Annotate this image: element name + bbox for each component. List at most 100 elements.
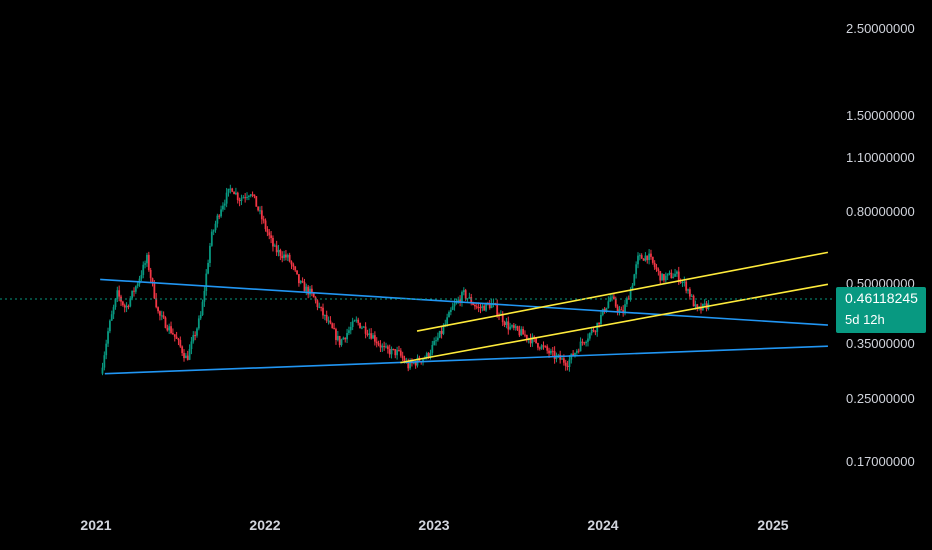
x-tick-label: 2024 [587, 517, 618, 533]
candle-up [227, 188, 230, 197]
candle-down [498, 312, 500, 321]
candle-down [566, 360, 569, 371]
candle-down [657, 267, 660, 276]
candle-up [635, 261, 638, 279]
x-tick-label: 2021 [80, 517, 111, 533]
candle-up [600, 311, 602, 328]
candle-down [266, 226, 269, 237]
candle-down [307, 284, 310, 299]
last-price-value: 0.46118245 [845, 290, 918, 306]
candle-down [383, 341, 386, 351]
candle-up [429, 349, 432, 360]
candle-up [216, 213, 219, 228]
bar-countdown: 5d 12h [845, 312, 885, 327]
candle-down [496, 299, 499, 318]
candle-up [168, 323, 171, 334]
candle-down [314, 296, 317, 304]
candle-up [214, 220, 217, 233]
candle-down [386, 344, 389, 354]
candle-down [692, 294, 695, 307]
candle-up [196, 327, 198, 338]
candle-down [477, 302, 480, 313]
candle-down [373, 331, 376, 346]
candle-down [329, 316, 332, 325]
candlestick-series [101, 184, 710, 376]
candle-down [377, 340, 380, 347]
trendlines[interactable] [100, 251, 829, 375]
candle-up [108, 319, 111, 334]
candle-up [246, 192, 248, 201]
candle-up [351, 317, 354, 331]
candle-down [292, 262, 295, 271]
candle-down [177, 337, 180, 346]
candle-down [231, 187, 234, 193]
trendline-yellow[interactable] [416, 251, 829, 332]
candle-up [114, 298, 117, 310]
candle-down [525, 334, 528, 343]
candle-up [190, 336, 193, 355]
candle-down [616, 304, 619, 316]
candle-up [638, 253, 641, 261]
candle-up [590, 328, 593, 336]
candle-up [466, 298, 469, 302]
candle-up [362, 325, 365, 328]
candle-up [220, 205, 222, 218]
candle-up [116, 286, 119, 303]
candle-up [435, 336, 437, 346]
candle-down [316, 299, 319, 311]
last-price-badge: 0.46118245 5d 12h [836, 287, 926, 333]
candle-down [288, 252, 291, 263]
candle-down [640, 253, 643, 259]
y-axis[interactable]: 2.50000000 1.50000000 1.10000000 0.80000… [846, 21, 915, 469]
candle-down [501, 311, 504, 327]
candle-down [275, 240, 278, 256]
candle-up [676, 270, 678, 277]
trendline-yellow[interactable] [400, 283, 829, 364]
candle-down [594, 330, 597, 336]
candle-up [229, 184, 232, 194]
candle-up [605, 307, 608, 313]
candle-up [514, 323, 517, 331]
candle-down [290, 260, 293, 270]
candle-down [551, 346, 554, 357]
candle-down [583, 341, 586, 346]
candle-down [301, 277, 304, 284]
trendline-blue[interactable] [104, 345, 828, 375]
candle-up [144, 260, 147, 269]
candle-down [399, 348, 402, 358]
candle-down [270, 230, 273, 244]
candle-down [359, 322, 361, 329]
candle-down [653, 260, 656, 270]
candle-down [260, 205, 263, 225]
candle-up [431, 340, 434, 356]
candle-down [262, 215, 265, 224]
candle-up [110, 310, 113, 321]
candle-down [642, 258, 645, 261]
candle-down [627, 295, 630, 300]
candle-down [518, 325, 521, 338]
candle-up [550, 348, 552, 356]
candle-down [133, 287, 135, 297]
candle-down [655, 263, 658, 272]
x-axis[interactable]: 2021 2022 2023 2024 2025 [80, 517, 788, 533]
candle-down [538, 346, 541, 351]
candle-up [234, 187, 237, 196]
candle-down [162, 311, 165, 319]
candle-up [468, 292, 471, 299]
candle-up [225, 187, 228, 208]
candle-up [336, 331, 339, 342]
candle-up [396, 346, 399, 360]
candle-down [310, 285, 313, 297]
candle-down [123, 303, 126, 313]
candle-up [648, 249, 651, 265]
candle-up [707, 300, 710, 311]
x-tick-label: 2025 [757, 517, 788, 533]
candle-up [433, 337, 436, 346]
candle-up [210, 229, 213, 247]
trendline-blue[interactable] [100, 278, 828, 326]
candle-up [462, 287, 465, 296]
candle-down [542, 341, 545, 350]
candle-down [257, 206, 260, 212]
y-tick-label: 0.35000000 [846, 336, 915, 351]
